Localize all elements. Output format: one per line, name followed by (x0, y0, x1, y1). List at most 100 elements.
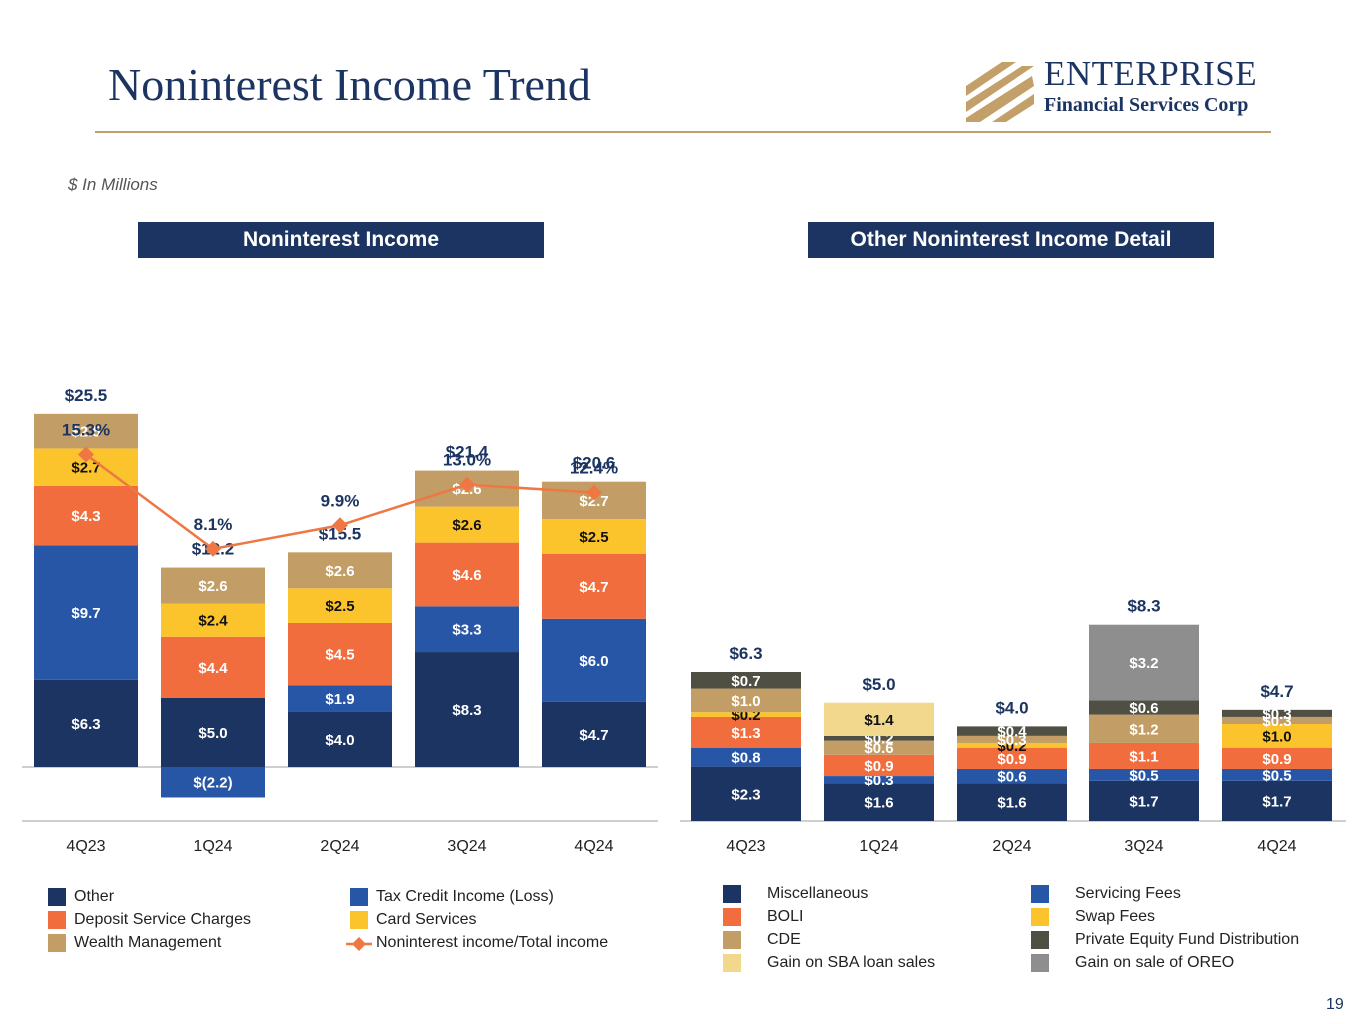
x-tick-label-1q24: 1Q24 (193, 838, 232, 855)
data-label-cde-4q24: $0.3 (1262, 713, 1291, 730)
legend-swatch-noninterest-income-total-income (346, 937, 372, 951)
x-tick-label-4q23: 4Q23 (66, 838, 105, 855)
data-label-deposit-service-charges-2q24: $4.5 (325, 647, 354, 664)
total-label-2q24: $4.0 (995, 698, 1028, 717)
bar-tax-credit-income-loss-2q24 (288, 685, 392, 712)
bar-swap-fees-4q23 (691, 712, 801, 717)
bar-deposit-service-charges-4q23 (34, 485, 138, 546)
company-logo: ENTERPRISE Financial Services Corp (962, 52, 1282, 128)
bar-miscellaneous-4q24 (1222, 780, 1332, 821)
bar-cde-4q24 (1222, 716, 1332, 725)
bar-card-services-1q24 (161, 603, 265, 637)
bar-other-4q23 (34, 679, 138, 767)
data-label-tax-credit-income-loss-4q24: $6.0 (579, 653, 608, 670)
bar-private-equity-fund-distribution-4q23 (691, 672, 801, 689)
data-label-miscellaneous-2q24: $1.6 (997, 795, 1026, 812)
legend-label-boli: BOLI (767, 908, 804, 925)
x-tick-label-4q24: 4Q24 (1257, 838, 1296, 855)
data-label-servicing-fees-4q23: $0.8 (731, 750, 760, 767)
data-label-deposit-service-charges-3q24: $4.6 (452, 567, 481, 584)
bar-gain-on-sale-of-oreo-3q24 (1089, 624, 1199, 701)
bar-servicing-fees-1q24 (824, 776, 934, 784)
x-tick-label-3q24: 3Q24 (1124, 838, 1163, 855)
data-label-card-services-3q24: $2.6 (452, 517, 481, 534)
data-label-tax-credit-income-loss-3q24: $3.3 (452, 622, 481, 639)
ratio-label-3q24: 13.0% (443, 451, 491, 470)
logo-wordmark: ENTERPRISE (1044, 54, 1258, 93)
total-label-1q24: $5.0 (862, 675, 895, 694)
legend-label-other: Other (74, 888, 115, 905)
data-label-servicing-fees-1q24: $0.3 (864, 772, 893, 789)
legend-swatch-wealth-management (48, 934, 66, 952)
legend-label-card-services: Card Services (376, 911, 477, 928)
data-label-miscellaneous-4q23: $2.3 (731, 786, 760, 803)
bar-deposit-service-charges-4q24 (542, 553, 646, 619)
page-number: 19 (1326, 996, 1344, 1013)
legend-label-wealth-management: Wealth Management (74, 934, 222, 951)
x-tick-label-4q23: 4Q23 (726, 838, 765, 855)
legend-swatch-card-services (350, 911, 368, 929)
data-label-boli-4q23: $1.3 (731, 725, 760, 742)
bar-boli-3q24 (1089, 742, 1199, 769)
noninterest-income-legend: Other Tax Credit Income (Loss) Deposit Ser… (48, 887, 668, 957)
data-label-tax-credit-income-loss-4q23: $9.7 (71, 605, 100, 622)
bar-private-equity-fund-distribution-4q24 (1222, 709, 1332, 717)
bar-boli-2q24 (957, 747, 1067, 769)
noninterest-income-header: Noninterest Income (138, 222, 544, 258)
legend-label-gain-on-sale-of-oreo: Gain on sale of OREO (1075, 954, 1235, 971)
legend-swatch-miscellaneous (723, 885, 741, 903)
other-noninterest-income-header: Other Noninterest Income Detail (808, 222, 1214, 258)
ratio-label-4q23: 15.3% (62, 420, 110, 439)
legend-label-swap-fees: Swap Fees (1075, 908, 1156, 925)
bar-miscellaneous-2q24 (957, 783, 1067, 821)
legend-swatch-other (48, 888, 66, 906)
bar-other-1q24 (161, 697, 265, 767)
legend-label-miscellaneous: Miscellaneous (767, 885, 869, 902)
data-label-other-3q24: $8.3 (452, 702, 481, 719)
ratio-marker-4q23 (78, 446, 94, 463)
data-label-boli-1q24: $0.9 (864, 758, 893, 775)
bar-cde-2q24 (957, 735, 1067, 743)
bar-boli-4q24 (1222, 747, 1332, 769)
bar-cde-1q24 (824, 740, 934, 755)
bar-card-services-3q24 (415, 506, 519, 543)
data-label-private-equity-fund-distribution-2q24: $0.4 (997, 724, 1027, 741)
data-label-wealth-management-4q24: $2.7 (579, 493, 608, 510)
ratio-marker-1q24 (205, 540, 221, 557)
bar-servicing-fees-4q24 (1222, 768, 1332, 781)
data-label-miscellaneous-3q24: $1.7 (1129, 793, 1158, 810)
total-label-4q23: $25.5 (65, 386, 108, 405)
total-label-4q24: $4.7 (1260, 682, 1293, 701)
bar-private-equity-fund-distribution-2q24 (957, 726, 1067, 736)
data-label-swap-fees-4q24: $1.0 (1262, 728, 1291, 745)
data-label-tax-credit-income-loss-2q24: $1.9 (325, 691, 354, 708)
legend-swatch-boli (723, 908, 741, 926)
data-label-private-equity-fund-distribution-4q23: $0.7 (731, 673, 760, 690)
legend-swatch-gain-on-sba-loan-sales (723, 954, 741, 972)
data-label-deposit-service-charges-4q24: $4.7 (579, 579, 608, 596)
bar-servicing-fees-4q23 (691, 747, 801, 767)
data-label-boli-3q24: $1.1 (1129, 748, 1158, 765)
page-title: Noninterest Income Trend (108, 59, 591, 110)
bar-servicing-fees-2q24 (957, 768, 1067, 784)
bar-other-4q24 (542, 701, 646, 767)
bar-miscellaneous-3q24 (1089, 780, 1199, 821)
legend-swatch-swap-fees (1031, 908, 1049, 926)
logo-subtitle: Financial Services Corp (1044, 94, 1249, 116)
legend-label-tax-credit-income-loss: Tax Credit Income (Loss) (376, 888, 554, 905)
ratio-label-4q24: 12.4% (570, 459, 618, 478)
data-label-deposit-service-charges-4q23: $4.3 (71, 508, 100, 525)
bar-swap-fees-2q24 (957, 742, 1067, 748)
legend-label-deposit-service-charges: Deposit Service Charges (74, 911, 251, 928)
bar-other-3q24 (415, 652, 519, 767)
data-label-gain-on-sale-of-oreo-3q24: $3.2 (1129, 655, 1158, 672)
data-label-private-equity-fund-distribution-4q24: $0.3 (1262, 706, 1291, 723)
bar-wealth-management-1q24 (161, 567, 265, 604)
units-note: $ In Millions (68, 175, 158, 194)
bar-miscellaneous-4q23 (691, 766, 801, 821)
data-label-tax-credit-income-loss-1q24: $(2.2) (193, 775, 232, 792)
data-label-wealth-management-1q24: $2.6 (198, 578, 227, 595)
bar-gain-on-sba-loan-sales-1q24 (824, 702, 934, 736)
data-label-cde-3q24: $1.2 (1129, 721, 1158, 738)
bar-boli-4q23 (691, 716, 801, 748)
